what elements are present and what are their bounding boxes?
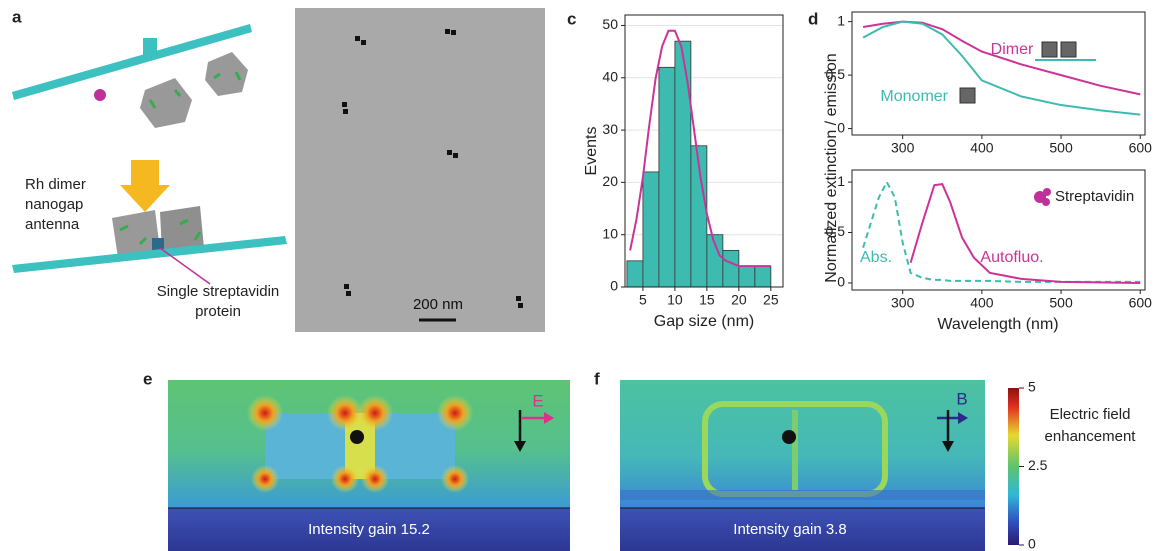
panel-letter: c bbox=[567, 9, 576, 28]
schematic-label: Single streptavidin bbox=[157, 283, 280, 300]
colorbar-title: Electric field bbox=[1050, 406, 1131, 423]
plot-frame bbox=[624, 14, 784, 288]
annotation: Streptavidin bbox=[1055, 188, 1134, 205]
x-tick-label: 500 bbox=[1049, 295, 1073, 311]
bar bbox=[642, 171, 660, 288]
x-tick-label: 300 bbox=[891, 140, 915, 156]
colorbar-tick-label: 2.5 bbox=[1028, 457, 1048, 473]
colorbar-tick-label: 0 bbox=[1028, 536, 1036, 551]
panel-letter: d bbox=[808, 9, 818, 28]
caption: Intensity gain 3.8 bbox=[733, 521, 846, 538]
scale-bar-label: 200 nm bbox=[413, 296, 463, 313]
y-axis-label: Events bbox=[583, 127, 600, 176]
bar bbox=[738, 265, 756, 288]
x-tick-label: 400 bbox=[970, 140, 994, 156]
schematic-label: nanogap bbox=[25, 196, 83, 213]
x-tick-label: 500 bbox=[1049, 140, 1073, 156]
schematic: Rh dimer nanogap antenna Single streptav… bbox=[12, 24, 287, 320]
field-map: E Intensity gain 15.2 bbox=[168, 380, 570, 551]
series-line bbox=[909, 183, 1141, 284]
y-tick-label: 30 bbox=[602, 121, 618, 137]
x-tick-label: 25 bbox=[763, 292, 779, 308]
x-tick-label: 600 bbox=[1129, 140, 1153, 156]
colorbar bbox=[1008, 388, 1019, 545]
polarization-label: B bbox=[956, 389, 967, 408]
polarization-label: E bbox=[532, 391, 543, 410]
y-tick-label: 1 bbox=[837, 173, 845, 189]
x-tick-label: 20 bbox=[731, 292, 747, 308]
x-tick-label: 5 bbox=[639, 292, 647, 308]
series-label: Monomer bbox=[880, 88, 948, 105]
schematic-label: Rh dimer bbox=[25, 176, 86, 193]
series-label: Autofluo. bbox=[980, 249, 1043, 266]
legend-icon bbox=[959, 41, 1096, 206]
colorbar-tick-label: 5 bbox=[1028, 379, 1036, 395]
field-map: B Intensity gain 3.8 bbox=[620, 380, 985, 551]
y-axis-label: Normalized extinction / emission bbox=[823, 53, 840, 282]
y-tick-label: 10 bbox=[602, 225, 618, 241]
colorbar-title: enhancement bbox=[1045, 428, 1137, 445]
y-tick-label: 0 bbox=[610, 278, 618, 294]
plot-frame bbox=[851, 11, 1146, 136]
x-tick-label: 300 bbox=[891, 295, 915, 311]
series-line bbox=[862, 20, 1141, 116]
y-tick-label: 0.5 bbox=[826, 223, 846, 239]
x-axis-label: Gap size (nm) bbox=[654, 313, 754, 330]
schematic-label: protein bbox=[195, 303, 241, 320]
micrograph: 200 nm bbox=[295, 8, 545, 332]
bar bbox=[626, 260, 644, 288]
series-line bbox=[862, 20, 1141, 96]
x-tick-label: 400 bbox=[970, 295, 994, 311]
y-tick-label: 0 bbox=[837, 119, 845, 135]
series-label: Abs. bbox=[860, 249, 892, 266]
y-tick-label: 20 bbox=[602, 173, 618, 189]
y-tick-label: 50 bbox=[602, 16, 618, 32]
series-label: Dimer bbox=[991, 41, 1034, 58]
x-tick-label: 600 bbox=[1129, 295, 1153, 311]
fit-line bbox=[629, 29, 771, 268]
x-tick-label: 15 bbox=[699, 292, 715, 308]
series-line bbox=[862, 179, 1141, 283]
bar bbox=[674, 40, 692, 288]
schematic-label: antenna bbox=[25, 216, 80, 233]
x-axis-label: Wavelength (nm) bbox=[937, 316, 1058, 333]
y-tick-label: 40 bbox=[602, 68, 618, 84]
y-tick-label: 1 bbox=[837, 12, 845, 28]
y-tick-label: 0 bbox=[837, 274, 845, 290]
plot-frame bbox=[851, 169, 1146, 291]
panel-letter: a bbox=[12, 7, 22, 26]
x-tick-label: 10 bbox=[667, 292, 683, 308]
caption: Intensity gain 15.2 bbox=[308, 521, 430, 538]
panel-letter: f bbox=[594, 369, 600, 388]
bar bbox=[658, 66, 676, 288]
bar bbox=[754, 265, 772, 288]
y-tick-label: 0.5 bbox=[826, 66, 846, 82]
panel-letter: e bbox=[143, 369, 152, 388]
bar bbox=[722, 249, 740, 288]
